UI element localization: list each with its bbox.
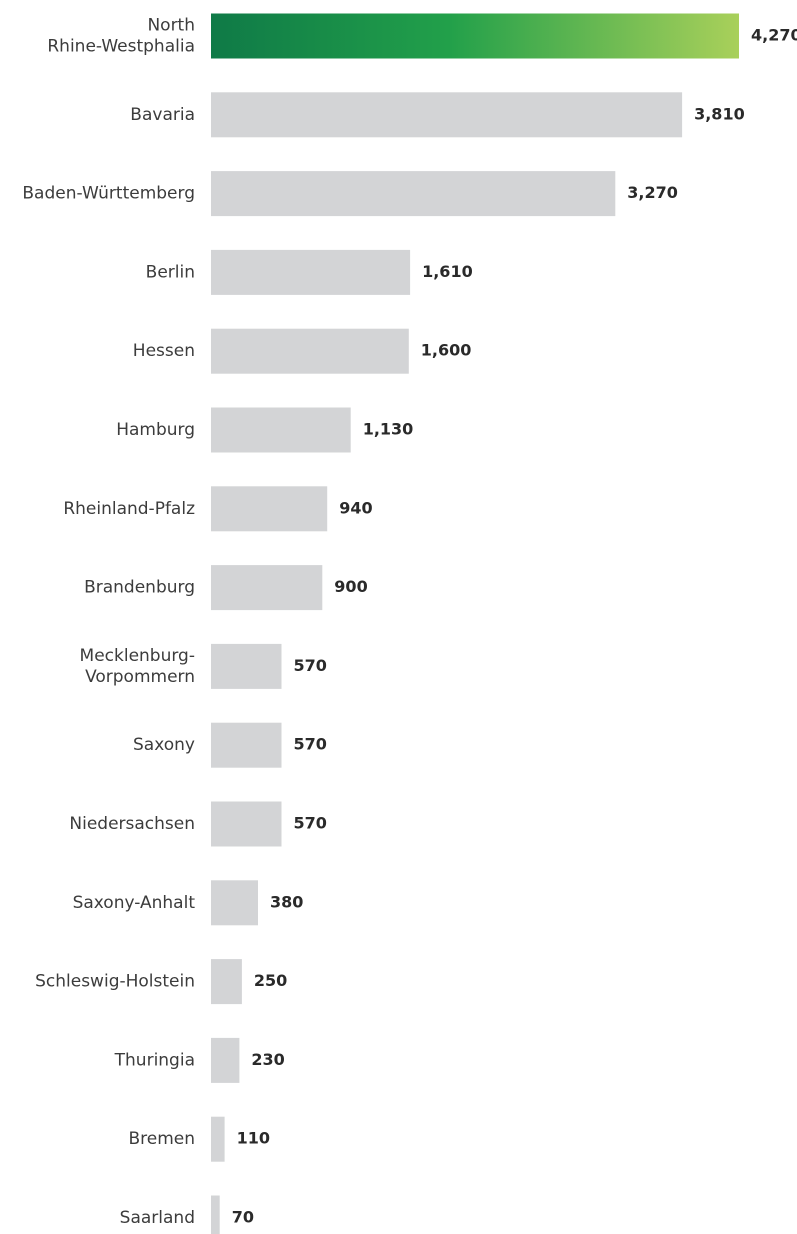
category-label-line: Berlin	[146, 262, 195, 282]
value-label-8: 570	[294, 656, 327, 675]
category-label-line: Bavaria	[130, 105, 195, 125]
category-label-11: Saxony-Anhalt	[73, 893, 196, 913]
category-label-line: Saxony-Anhalt	[73, 893, 196, 913]
category-label-line: Rheinland-Pfalz	[63, 499, 195, 519]
value-label-15: 70	[232, 1208, 254, 1227]
value-label-5: 1,130	[363, 420, 414, 439]
bar-12	[211, 959, 242, 1005]
category-label-13: Thuringia	[114, 1050, 195, 1070]
category-label-4: Hessen	[133, 341, 195, 361]
bar-7	[211, 565, 323, 611]
bar-8	[211, 643, 282, 689]
category-label-line: Baden-Württemberg	[22, 184, 195, 204]
category-label-12: Schleswig-Holstein	[35, 972, 195, 992]
bar-6	[211, 486, 328, 532]
value-label-9: 570	[294, 735, 327, 754]
category-label-line: Hessen	[133, 341, 195, 361]
bar-10	[211, 801, 282, 847]
value-label-13: 230	[251, 1050, 284, 1069]
category-label-9: Saxony	[133, 735, 195, 755]
value-label-4: 1,600	[421, 341, 472, 360]
category-label-14: Bremen	[128, 1129, 195, 1149]
value-label-11: 380	[270, 892, 303, 911]
value-label-2: 3,270	[627, 183, 678, 202]
category-label-line: Bremen	[128, 1129, 195, 1149]
bar-5	[211, 407, 351, 453]
category-label-line: Thuringia	[114, 1050, 195, 1070]
category-label-line: Saxony	[133, 735, 195, 755]
bar-13	[211, 1037, 240, 1083]
bar-15	[211, 1195, 220, 1234]
category-label-2: Baden-Württemberg	[22, 184, 195, 204]
bar-11	[211, 880, 258, 926]
category-label-0: North Rhine-Westphalia	[47, 16, 195, 57]
category-label-15: Saarland	[120, 1208, 195, 1228]
value-label-3: 1,610	[422, 262, 473, 281]
value-label-6: 940	[339, 498, 372, 517]
bar-9	[211, 722, 282, 768]
value-label-10: 570	[294, 814, 327, 833]
value-label-12: 250	[254, 971, 287, 990]
bar-2	[211, 171, 616, 217]
value-label-7: 900	[334, 577, 367, 596]
category-label-5: Hamburg	[116, 420, 195, 440]
category-label-line: Rhine-Westphalia	[47, 37, 195, 57]
value-label-1: 3,810	[694, 104, 745, 123]
category-label-line: Saarland	[120, 1208, 195, 1228]
category-label-line: North	[147, 16, 195, 36]
category-label-10: Niedersachsen	[69, 814, 195, 834]
category-label-line: Niedersachsen	[69, 814, 195, 834]
value-label-0: 4,270	[751, 26, 797, 45]
bars-group: North Rhine-Westphalia 4,270 Bavaria 3,810 Ba…	[22, 13, 797, 1234]
category-label-line: Hamburg	[116, 420, 195, 440]
category-label-line: Vorpommern	[85, 667, 195, 687]
category-label-6: Rheinland-Pfalz	[63, 499, 195, 519]
category-label-3: Berlin	[146, 262, 195, 282]
category-label-7: Brandenburg	[84, 578, 195, 598]
category-label-8: Mecklenburg-Vorpommern	[80, 646, 195, 687]
bar-4	[211, 328, 409, 374]
category-label-line: Schleswig-Holstein	[35, 972, 195, 992]
bar-0	[211, 13, 739, 59]
bar-1	[211, 92, 683, 138]
category-label-line: Mecklenburg-	[80, 646, 195, 666]
category-label-line: Brandenburg	[84, 578, 195, 598]
value-label-14: 110	[237, 1129, 270, 1148]
bar-3	[211, 249, 411, 295]
bar-14	[211, 1116, 225, 1162]
category-label-1: Bavaria	[130, 105, 195, 125]
